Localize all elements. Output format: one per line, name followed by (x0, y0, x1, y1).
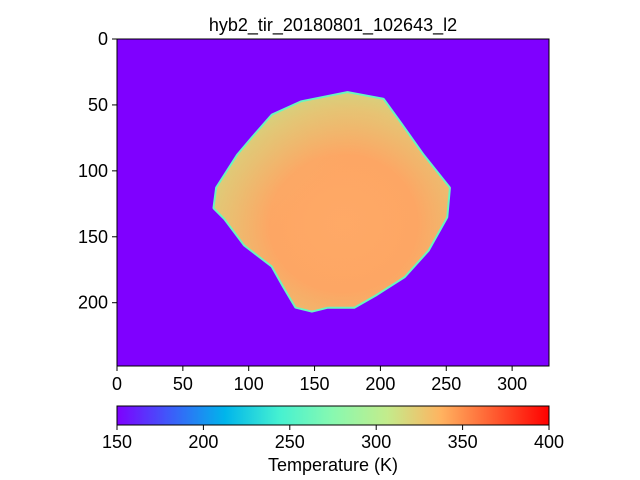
y-axis: 0 50 100 150 200 (78, 29, 117, 313)
colorbar-tick-label: 250 (275, 432, 305, 452)
x-tick-label: 50 (173, 374, 193, 394)
colorbar-label: Temperature (K) (268, 455, 398, 475)
colorbar-tick-label: 300 (361, 432, 391, 452)
colorbar-tick-label: 150 (102, 432, 132, 452)
x-tick-label: 150 (300, 374, 330, 394)
colorbar-ticks: 150 200 250 300 350 400 (102, 425, 564, 452)
y-tick-label: 100 (78, 161, 108, 181)
y-tick-label: 200 (78, 293, 108, 313)
y-tick-label: 150 (78, 227, 108, 247)
y-tick-label: 50 (88, 95, 108, 115)
y-tick-label: 0 (98, 29, 108, 49)
x-axis: 0 50 100 150 200 250 300 (112, 366, 527, 394)
colorbar-tick-label: 350 (448, 432, 478, 452)
colorbar-tick-label: 200 (188, 432, 218, 452)
colorbar-tick-label: 400 (534, 432, 564, 452)
plot-frame (116, 38, 550, 367)
x-tick-label: 250 (431, 374, 461, 394)
heatmap (117, 39, 549, 366)
x-tick-label: 100 (234, 374, 264, 394)
chart-title: hyb2_tir_20180801_102643_l2 (209, 15, 457, 36)
x-tick-label: 200 (365, 374, 395, 394)
asteroid-shading (214, 93, 449, 311)
x-tick-label: 0 (112, 374, 122, 394)
x-tick-label: 300 (497, 374, 527, 394)
colorbar (116, 405, 550, 426)
